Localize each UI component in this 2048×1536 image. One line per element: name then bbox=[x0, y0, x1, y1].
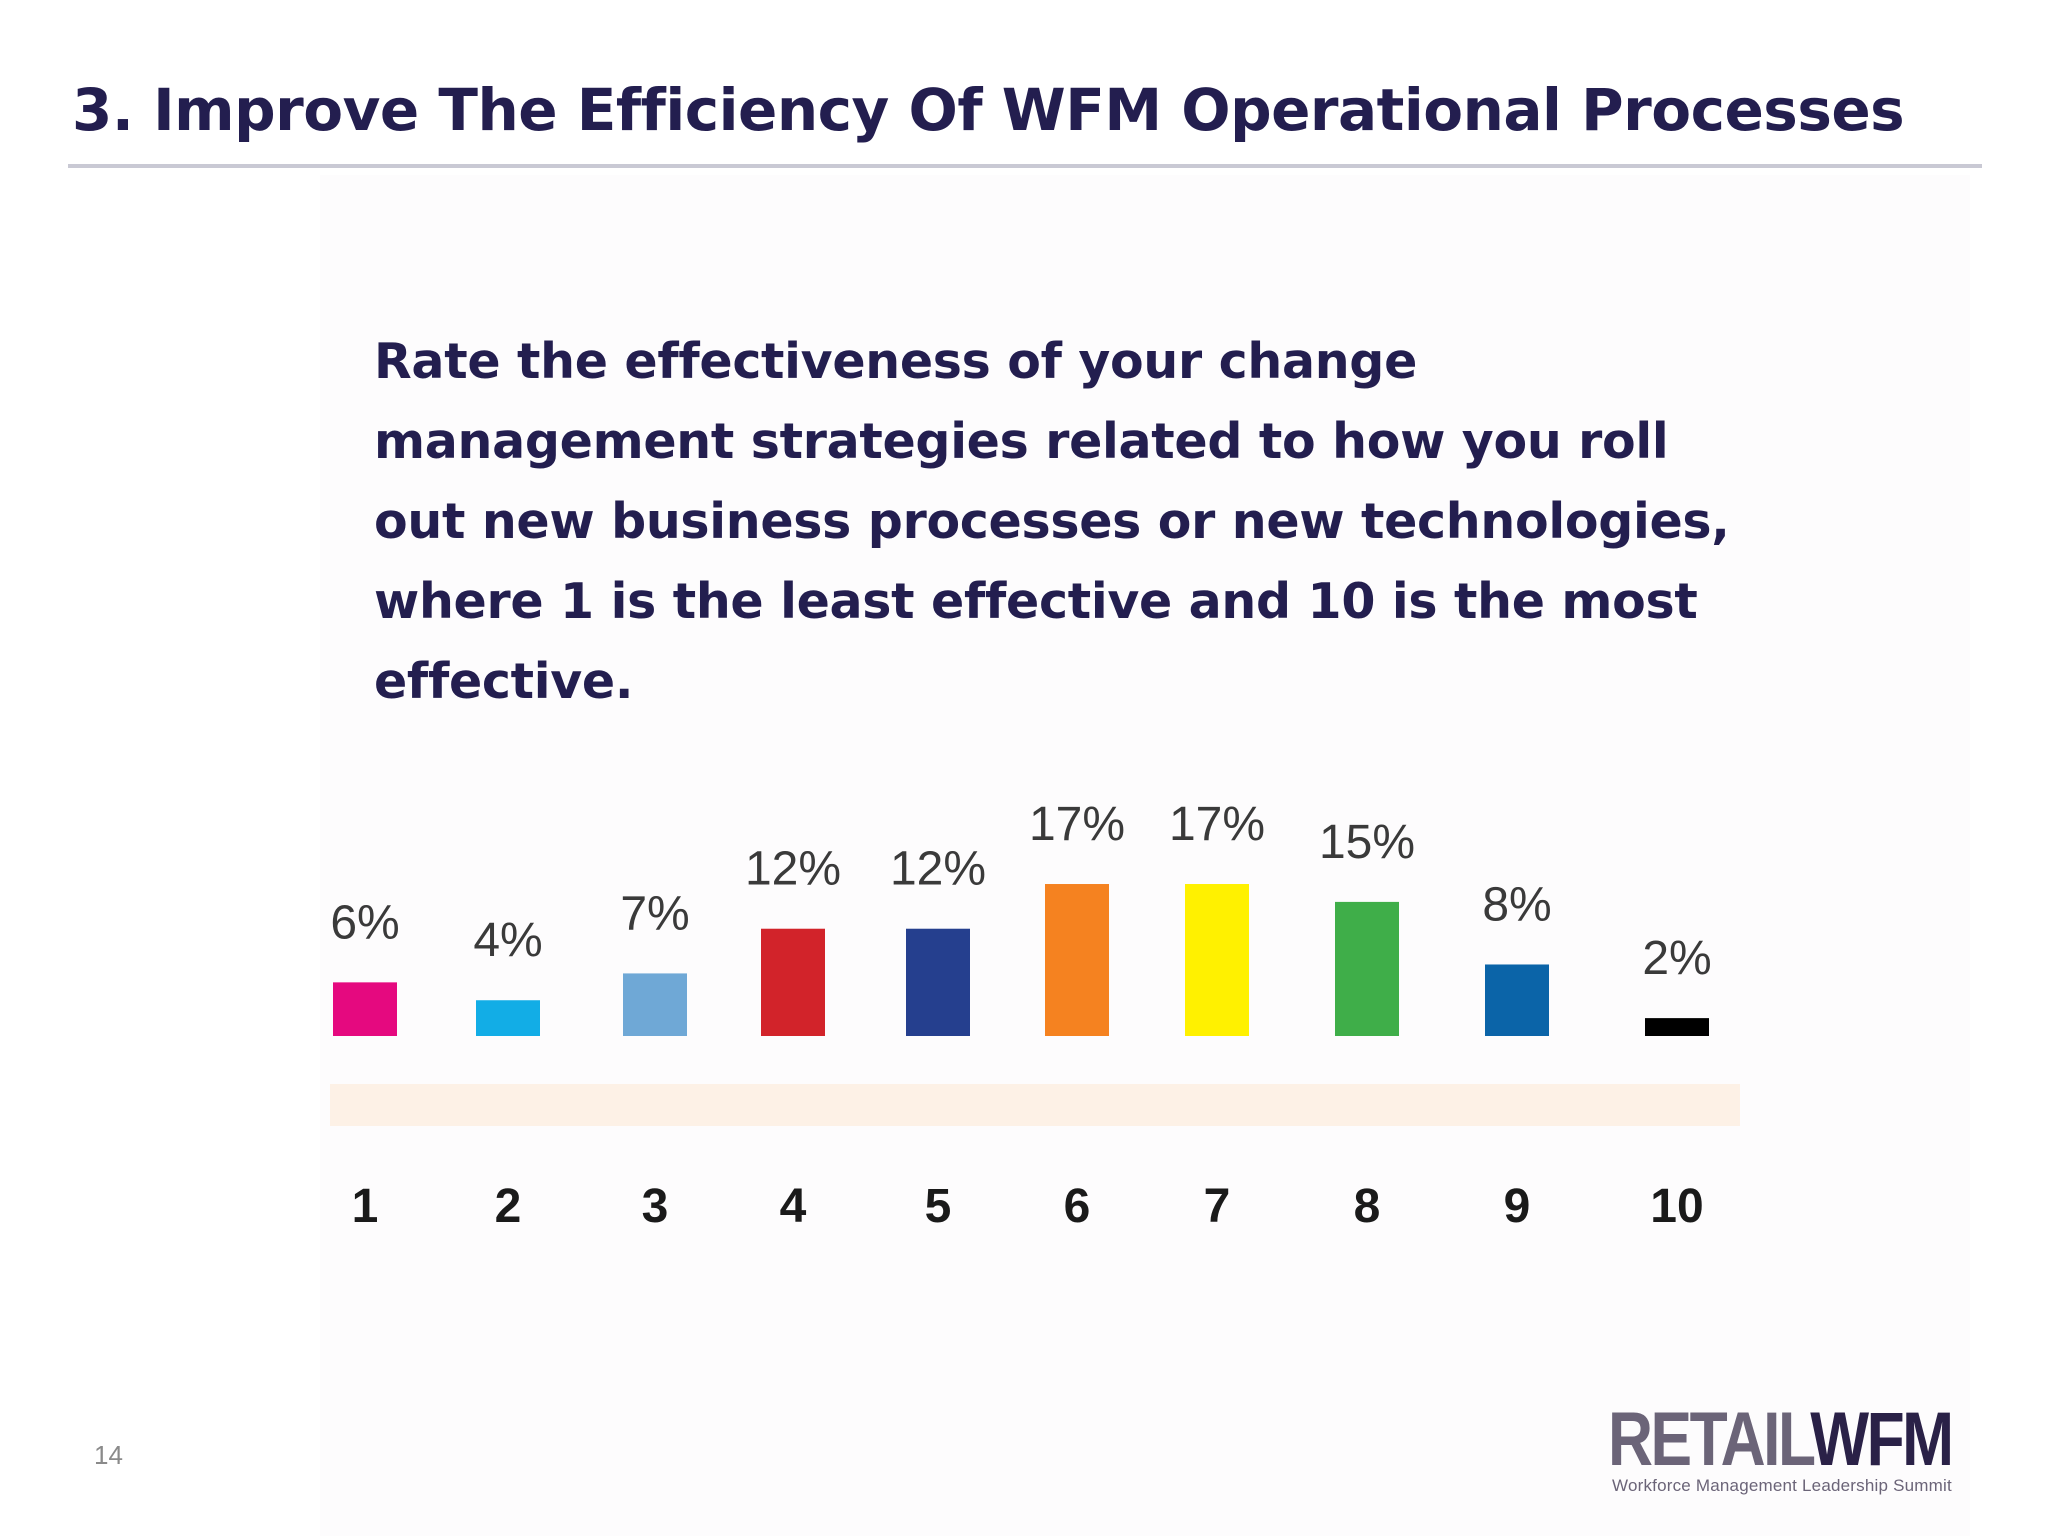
title-divider bbox=[68, 164, 1982, 168]
bar-1 bbox=[333, 982, 397, 1036]
category-label-7: 7 bbox=[1204, 1180, 1231, 1233]
bar-8 bbox=[1335, 901, 1399, 1036]
logo-wordmark: RETAILWFM bbox=[1608, 1402, 1954, 1478]
category-label-9: 9 bbox=[1504, 1180, 1531, 1233]
category-labels-layer: 1 2 3 4 5 6 7 8 9 10 bbox=[352, 1180, 1704, 1233]
value-label-10: 2% bbox=[1642, 932, 1711, 985]
page-number: 14 bbox=[94, 1440, 123, 1470]
category-label-1: 1 bbox=[352, 1180, 379, 1233]
value-labels-layer: 6% 4% 7% 12% 12% 17% 17% 15% 8% 2% bbox=[330, 798, 1711, 985]
value-label-8: 15% bbox=[1319, 816, 1415, 869]
bar-7 bbox=[1185, 884, 1249, 1036]
logo-retail-text: RETAIL bbox=[1608, 1397, 1813, 1482]
value-label-1: 6% bbox=[330, 896, 399, 949]
value-label-5: 12% bbox=[890, 843, 986, 896]
category-label-4: 4 bbox=[780, 1180, 807, 1233]
value-label-2: 4% bbox=[473, 914, 542, 967]
value-label-4: 12% bbox=[745, 843, 841, 896]
bars-layer bbox=[333, 884, 1709, 1036]
category-label-5: 5 bbox=[925, 1180, 952, 1233]
slide-title: 3. Improve The Efficiency Of WFM Operati… bbox=[72, 76, 1905, 144]
chart-panel bbox=[320, 175, 1970, 1536]
retailwfm-logo: RETAILWFM Workforce Management Leadershi… bbox=[1608, 1402, 1984, 1498]
baseline-band bbox=[330, 1084, 1740, 1126]
value-label-7: 17% bbox=[1169, 798, 1265, 851]
category-label-10: 10 bbox=[1650, 1180, 1703, 1233]
bar-4 bbox=[761, 928, 825, 1036]
category-label-2: 2 bbox=[495, 1180, 522, 1233]
bar-10 bbox=[1645, 1018, 1709, 1036]
bar-2 bbox=[476, 1000, 540, 1036]
logo-tagline: Workforce Management Leadership Summit bbox=[1612, 1476, 1952, 1495]
value-label-3: 7% bbox=[620, 887, 689, 940]
category-label-6: 6 bbox=[1064, 1180, 1091, 1233]
logo-wfm-text: WFM bbox=[1810, 1397, 1954, 1482]
category-label-3: 3 bbox=[642, 1180, 669, 1233]
survey-question: Rate the effectiveness of your change ma… bbox=[374, 333, 1730, 710]
bar-3 bbox=[623, 973, 687, 1036]
bar-9 bbox=[1485, 964, 1549, 1036]
value-label-6: 17% bbox=[1029, 798, 1125, 851]
category-label-8: 8 bbox=[1354, 1180, 1381, 1233]
bar-5 bbox=[906, 928, 970, 1036]
value-label-9: 8% bbox=[1482, 878, 1551, 931]
bar-6 bbox=[1045, 884, 1109, 1036]
